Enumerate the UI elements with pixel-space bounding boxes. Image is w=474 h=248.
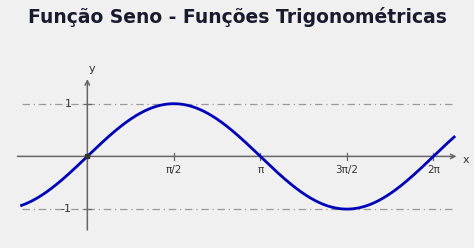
Text: 1: 1 xyxy=(65,99,72,109)
Text: -1: -1 xyxy=(61,204,72,214)
Text: 2π: 2π xyxy=(427,165,440,175)
Text: Função Seno - Funções Trigonométricas: Função Seno - Funções Trigonométricas xyxy=(27,7,447,28)
Text: 3π/2: 3π/2 xyxy=(336,165,358,175)
Text: y: y xyxy=(89,64,96,74)
Text: x: x xyxy=(463,155,469,165)
Text: π: π xyxy=(257,165,264,175)
Text: π/2: π/2 xyxy=(165,165,182,175)
